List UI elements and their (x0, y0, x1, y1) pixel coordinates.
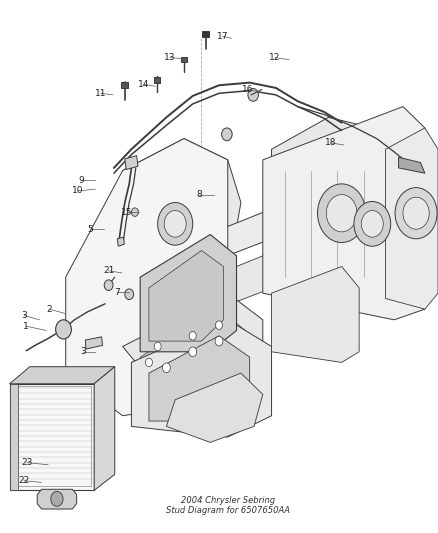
Polygon shape (385, 128, 438, 309)
Circle shape (318, 184, 366, 243)
Polygon shape (263, 107, 425, 320)
Polygon shape (10, 367, 115, 384)
Circle shape (145, 358, 152, 367)
Circle shape (189, 347, 197, 357)
Circle shape (215, 321, 223, 329)
Circle shape (189, 332, 196, 340)
Circle shape (361, 211, 383, 237)
Polygon shape (272, 266, 359, 362)
Circle shape (158, 203, 193, 245)
Text: 14: 14 (138, 80, 149, 88)
Polygon shape (140, 235, 237, 352)
Text: 17: 17 (217, 32, 228, 41)
Circle shape (248, 88, 258, 101)
Polygon shape (10, 384, 18, 490)
Polygon shape (149, 336, 250, 421)
FancyBboxPatch shape (181, 57, 187, 62)
FancyBboxPatch shape (121, 82, 128, 88)
Circle shape (215, 336, 223, 346)
FancyBboxPatch shape (154, 77, 160, 83)
Circle shape (56, 320, 71, 339)
Polygon shape (94, 367, 115, 490)
Circle shape (104, 280, 113, 290)
Circle shape (125, 289, 134, 300)
Text: 21: 21 (103, 266, 114, 275)
Text: 2004 Chrysler Sebring
Stud Diagram for 6507650AA: 2004 Chrysler Sebring Stud Diagram for 6… (166, 496, 290, 515)
Polygon shape (399, 157, 425, 173)
Circle shape (164, 211, 186, 237)
Text: 16: 16 (242, 85, 253, 94)
Polygon shape (85, 337, 102, 349)
Text: 13: 13 (164, 53, 176, 62)
Text: 10: 10 (72, 187, 84, 195)
Text: 12: 12 (269, 53, 281, 62)
FancyBboxPatch shape (202, 31, 209, 37)
Text: 7: 7 (114, 288, 120, 296)
Polygon shape (117, 237, 124, 246)
Text: 22: 22 (18, 477, 30, 485)
Polygon shape (149, 251, 223, 341)
Polygon shape (272, 117, 403, 309)
Polygon shape (66, 139, 228, 416)
Text: 3: 3 (80, 348, 86, 356)
Circle shape (403, 197, 429, 229)
Text: 5: 5 (87, 225, 93, 233)
Text: 9: 9 (78, 176, 84, 184)
Polygon shape (125, 156, 138, 169)
Text: 23: 23 (21, 458, 33, 467)
Polygon shape (10, 384, 94, 490)
Polygon shape (88, 160, 403, 309)
Circle shape (354, 201, 391, 246)
Polygon shape (37, 489, 77, 509)
Text: 15: 15 (121, 208, 133, 216)
Text: 18: 18 (325, 139, 336, 147)
Polygon shape (166, 373, 263, 442)
Polygon shape (131, 320, 272, 437)
Circle shape (51, 491, 63, 506)
Circle shape (395, 188, 437, 239)
Circle shape (162, 363, 170, 373)
Polygon shape (140, 309, 245, 373)
Polygon shape (123, 293, 263, 384)
Text: 8: 8 (196, 190, 202, 199)
Text: 1: 1 (23, 322, 29, 330)
Polygon shape (88, 277, 110, 320)
Polygon shape (110, 139, 241, 293)
Text: 3: 3 (21, 311, 27, 320)
Text: 2: 2 (46, 305, 52, 313)
Text: 11: 11 (95, 89, 106, 98)
Circle shape (154, 342, 161, 351)
Circle shape (326, 195, 357, 232)
Circle shape (131, 208, 138, 216)
Polygon shape (105, 229, 350, 352)
Circle shape (222, 128, 232, 141)
